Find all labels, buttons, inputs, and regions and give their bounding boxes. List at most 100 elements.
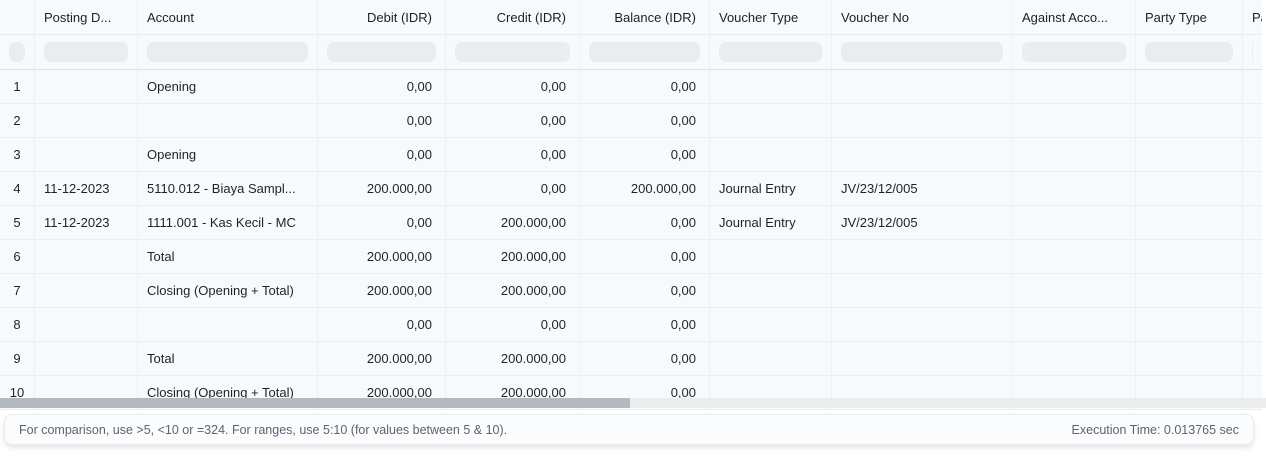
cell-idx[interactable]: 6 [0,240,35,273]
horizontal-scrollbar[interactable] [0,398,1266,408]
cell-voucher-no[interactable] [832,274,1013,307]
cell-idx[interactable]: 5 [0,206,35,239]
filter-input-party-type[interactable] [1145,42,1233,62]
cell-credit[interactable]: 0,00 [446,308,580,341]
cell-balance[interactable]: 0,00 [580,206,710,239]
cell-voucher-type[interactable] [710,376,832,409]
cell-party[interactable] [1243,206,1262,239]
column-header-party[interactable]: Pa [1252,9,1262,25]
cell-against-account[interactable] [1013,342,1136,375]
cell-posting-date[interactable] [35,342,138,375]
cell-voucher-type[interactable]: Journal Entry [710,172,832,205]
column-header-voucher-type[interactable]: Voucher Type [710,0,832,34]
column-header-account[interactable]: Account [138,0,318,34]
cell-debit[interactable]: 200.000,00 [318,376,446,409]
filter-input-party[interactable] [1252,42,1253,62]
cell-debit[interactable]: 0,00 [318,308,446,341]
cell-account[interactable]: Opening [138,70,318,103]
cell-idx[interactable]: 8 [0,308,35,341]
filter-input-against-account[interactable] [1022,42,1126,62]
cell-account[interactable] [138,104,318,137]
cell-voucher-no[interactable] [832,138,1013,171]
cell-voucher-no[interactable] [832,308,1013,341]
cell-voucher-type[interactable] [710,240,832,273]
column-header-balance[interactable]: Balance (IDR) [580,0,710,34]
cell-posting-date[interactable] [35,376,138,409]
cell-balance[interactable]: 0,00 [580,70,710,103]
cell-debit[interactable]: 0,00 [318,206,446,239]
column-header-debit[interactable]: Debit (IDR) [318,0,446,34]
cell-voucher-type[interactable] [710,308,832,341]
cell-party-type[interactable] [1136,172,1243,205]
cell-account[interactable]: Total [138,240,318,273]
horizontal-scrollbar-thumb[interactable] [0,398,630,408]
cell-posting-date[interactable] [35,240,138,273]
cell-voucher-no[interactable]: JV/23/12/005 [832,206,1013,239]
cell-voucher-type[interactable] [710,274,832,307]
cell-voucher-type[interactable]: Journal Entry [710,206,832,239]
cell-idx[interactable]: 2 [0,104,35,137]
cell-idx[interactable]: 3 [0,138,35,171]
cell-party-type[interactable] [1136,104,1243,137]
column-header-party-type[interactable]: Party Type [1136,0,1243,34]
cell-party[interactable] [1243,342,1262,375]
column-header-credit[interactable]: Credit (IDR) [446,0,580,34]
filter-input-balance[interactable] [589,42,700,62]
cell-against-account[interactable] [1013,274,1136,307]
cell-against-account[interactable] [1013,206,1136,239]
cell-idx[interactable]: 9 [0,342,35,375]
column-header-voucher-no[interactable]: Voucher No [832,0,1013,34]
cell-debit[interactable]: 200.000,00 [318,240,446,273]
cell-debit[interactable]: 200.000,00 [318,342,446,375]
cell-balance[interactable]: 200.000,00 [580,172,710,205]
cell-party[interactable] [1243,308,1262,341]
cell-debit[interactable]: 0,00 [318,138,446,171]
cell-balance[interactable]: 0,00 [580,376,710,409]
cell-against-account[interactable] [1013,138,1136,171]
cell-posting-date[interactable]: 11-12-2023 [35,172,138,205]
filter-input-debit[interactable] [327,42,436,62]
column-header-index[interactable] [0,0,35,34]
cell-idx[interactable]: 4 [0,172,35,205]
cell-credit[interactable]: 0,00 [446,138,580,171]
cell-against-account[interactable] [1013,308,1136,341]
cell-party[interactable] [1243,70,1262,103]
filter-input-voucher-no[interactable] [841,42,1003,62]
cell-credit[interactable]: 200.000,00 [446,240,580,273]
cell-account[interactable]: 1111.001 - Kas Kecil - MC [138,206,318,239]
cell-posting-date[interactable] [35,70,138,103]
cell-account[interactable]: Closing (Opening + Total) [138,376,318,409]
cell-idx[interactable]: 10 [0,376,35,409]
cell-party-type[interactable] [1136,308,1243,341]
cell-voucher-no[interactable] [832,342,1013,375]
cell-credit[interactable]: 200.000,00 [446,206,580,239]
cell-balance[interactable]: 0,00 [580,138,710,171]
column-header-against-account[interactable]: Against Acco... [1013,0,1136,34]
cell-party[interactable] [1243,240,1262,273]
cell-debit[interactable]: 0,00 [318,70,446,103]
filter-input-credit[interactable] [455,42,570,62]
cell-posting-date[interactable] [35,308,138,341]
cell-balance[interactable]: 0,00 [580,274,710,307]
cell-credit[interactable]: 0,00 [446,172,580,205]
cell-against-account[interactable] [1013,70,1136,103]
cell-credit[interactable]: 200.000,00 [446,274,580,307]
cell-credit[interactable]: 0,00 [446,70,580,103]
cell-balance[interactable]: 0,00 [580,240,710,273]
cell-party[interactable] [1243,274,1262,307]
cell-debit[interactable]: 0,00 [318,104,446,137]
cell-voucher-no[interactable]: JV/23/12/005 [832,172,1013,205]
cell-party-type[interactable] [1136,206,1243,239]
cell-voucher-no[interactable] [832,376,1013,409]
filter-input-account[interactable] [147,42,308,62]
cell-balance[interactable]: 0,00 [580,308,710,341]
cell-idx[interactable]: 7 [0,274,35,307]
cell-account[interactable] [138,308,318,341]
cell-balance[interactable]: 0,00 [580,342,710,375]
cell-voucher-no[interactable] [832,104,1013,137]
cell-idx[interactable]: 1 [0,70,35,103]
cell-posting-date[interactable]: 11-12-2023 [35,206,138,239]
cell-party-type[interactable] [1136,240,1243,273]
cell-credit[interactable]: 200.000,00 [446,342,580,375]
cell-party-type[interactable] [1136,342,1243,375]
